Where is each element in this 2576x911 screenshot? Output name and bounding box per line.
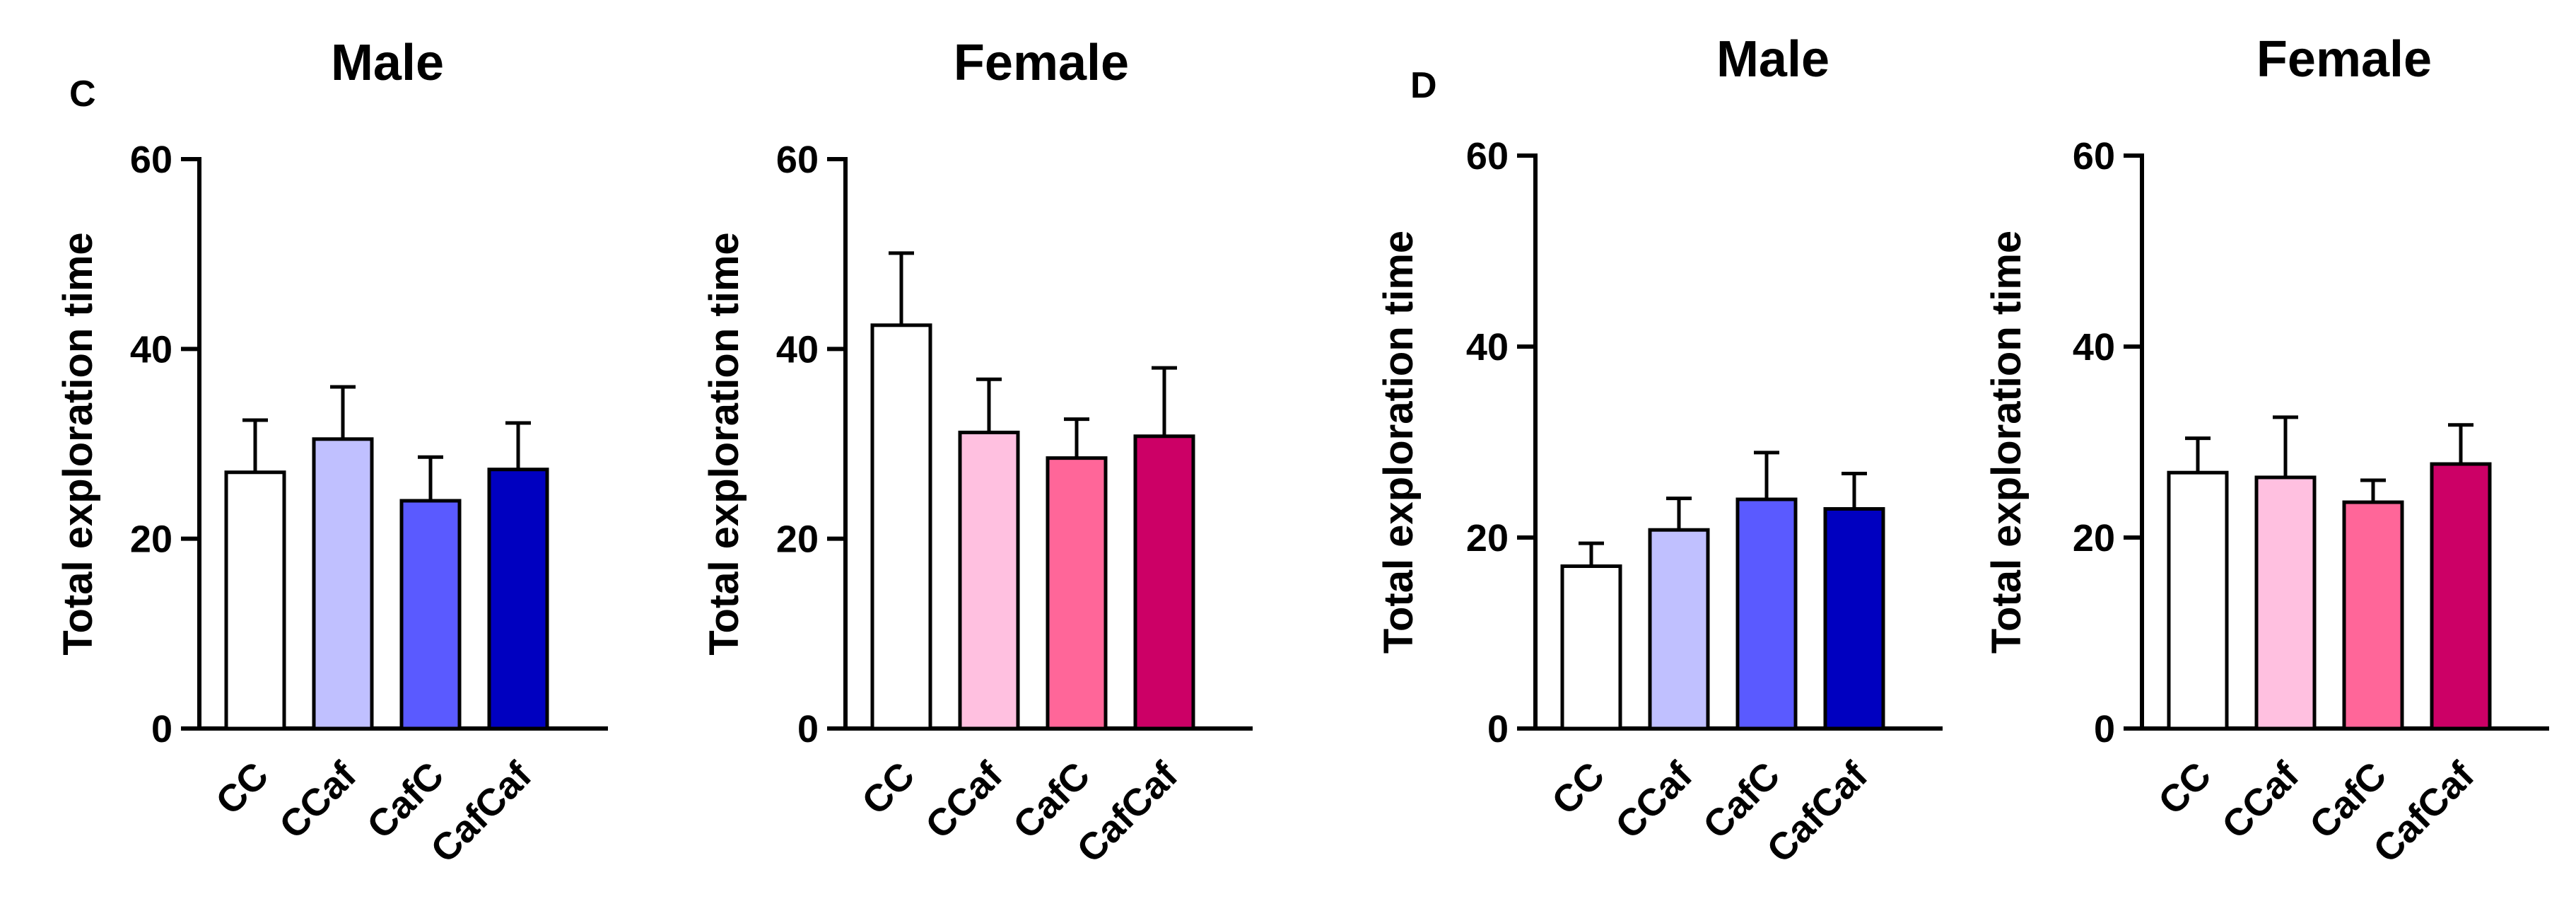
- y-axis-label: Total exploration time: [701, 232, 747, 655]
- y-tick-label: 40: [130, 328, 172, 371]
- chart-title: Female: [2256, 31, 2432, 88]
- chart-title: Female: [954, 35, 1129, 91]
- bar-cc: [2167, 470, 2229, 731]
- bar-ccaf: [2254, 475, 2317, 731]
- bar-cc: [1560, 564, 1622, 731]
- bar-ccaf: [312, 437, 374, 731]
- bar-cafc: [399, 499, 462, 731]
- y-tick-label: 0: [1487, 708, 1509, 750]
- y-tick-label: 0: [2094, 708, 2115, 750]
- y-axis-label: Total exploration time: [55, 232, 101, 655]
- bar-cc: [870, 323, 932, 731]
- y-tick-label: 0: [151, 708, 172, 750]
- y-tick-label: 20: [2073, 517, 2115, 559]
- bar-cafcaf: [2430, 462, 2492, 731]
- chart-title: Male: [1716, 31, 1829, 88]
- bar-cafcaf: [1823, 507, 1885, 731]
- bar-ccaf: [958, 430, 1020, 731]
- bar-cafcaf: [1133, 434, 1195, 731]
- bar-cafcaf: [487, 468, 549, 731]
- panel-label-d: D: [1410, 65, 1437, 106]
- y-tick-label: 20: [1466, 517, 1509, 559]
- y-tick-label: 60: [2073, 135, 2115, 178]
- y-axis-label: Total exploration time: [1376, 231, 1422, 654]
- bar-cc: [224, 470, 286, 731]
- y-tick-label: 60: [776, 139, 819, 181]
- bar-cafc: [1046, 456, 1108, 731]
- y-tick-label: 40: [776, 328, 819, 371]
- y-axis-label: Total exploration time: [1984, 231, 2030, 654]
- chart-title: Male: [331, 35, 444, 91]
- panel-label-c: C: [69, 74, 96, 115]
- y-tick-label: 60: [1466, 135, 1509, 178]
- y-tick-label: 0: [797, 708, 819, 750]
- bar-cafc: [1735, 497, 1798, 731]
- bar-cafc: [2342, 500, 2404, 731]
- y-tick-label: 20: [130, 518, 172, 561]
- y-tick-label: 60: [130, 139, 172, 181]
- y-tick-label: 40: [2073, 326, 2115, 369]
- y-tick-label: 20: [776, 518, 819, 561]
- bar-ccaf: [1648, 528, 1710, 731]
- y-tick-label: 40: [1466, 326, 1509, 369]
